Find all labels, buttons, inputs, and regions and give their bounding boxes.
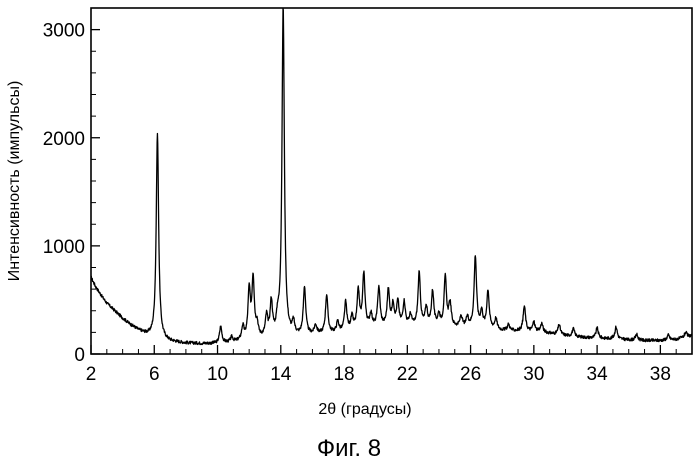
x-axis-label: 2θ (градусы) <box>318 401 411 418</box>
y-tick-label: 2000 <box>43 129 85 150</box>
x-axis-ticks: 261014182226303438 <box>86 345 671 385</box>
x-tick-label: 2 <box>86 364 97 385</box>
x-tick-label: 30 <box>523 364 544 385</box>
diffraction-pattern-line <box>91 8 692 344</box>
figure-caption: Фиг. 8 <box>317 435 381 462</box>
x-tick-label: 10 <box>207 364 228 385</box>
y-tick-label: 3000 <box>43 21 85 42</box>
x-tick-label: 18 <box>333 364 354 385</box>
x-tick-label: 38 <box>650 364 671 385</box>
y-axis-label: Интенсивность (импульсы) <box>6 81 23 282</box>
x-tick-label: 14 <box>270 364 292 385</box>
plot-frame <box>91 8 692 354</box>
x-tick-label: 22 <box>397 364 418 385</box>
y-tick-label: 0 <box>74 345 85 366</box>
y-tick-label: 1000 <box>43 237 85 258</box>
x-tick-label: 6 <box>149 364 160 385</box>
x-tick-label: 34 <box>587 364 609 385</box>
x-tick-label: 26 <box>460 364 481 385</box>
